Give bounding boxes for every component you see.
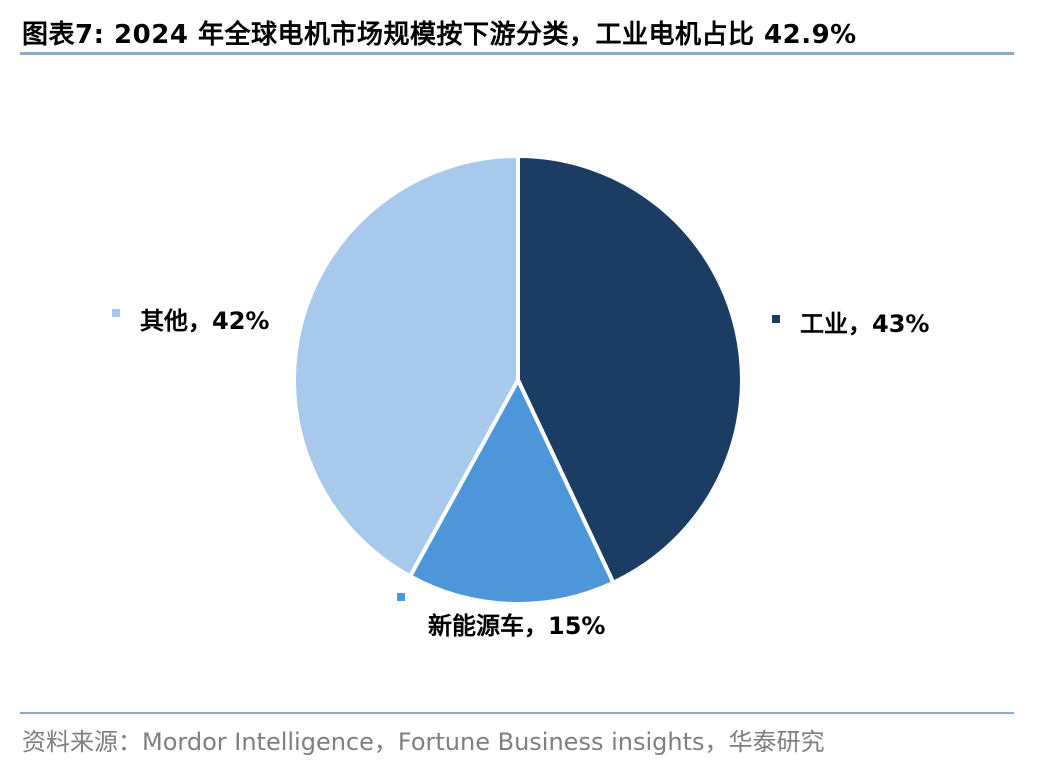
source-note: 资料来源：Mordor Intelligence，Fortune Busines…	[22, 728, 825, 756]
slice-label-marker-1	[772, 315, 780, 323]
pie-slice-2	[408, 378, 616, 606]
pie-slices	[292, 154, 744, 606]
pie-slice-3	[292, 154, 520, 579]
slice-label-3: 其他，42%	[140, 307, 269, 335]
page-title: 图表7: 2024 年全球电机市场规模按下游分类，工业电机占比 42.9%	[22, 20, 857, 50]
pie-labels: 工业，43% 新能源车，15% 其他，42%	[112, 307, 929, 640]
slice-label-marker-3	[112, 309, 120, 317]
pie-slice-1	[516, 154, 744, 585]
slice-label-2: 新能源车，15%	[428, 612, 605, 640]
slice-label-1: 工业，43%	[800, 310, 929, 338]
title-divider	[20, 52, 1014, 55]
slice-label-marker-2	[397, 593, 405, 601]
footer-divider	[20, 712, 1014, 714]
